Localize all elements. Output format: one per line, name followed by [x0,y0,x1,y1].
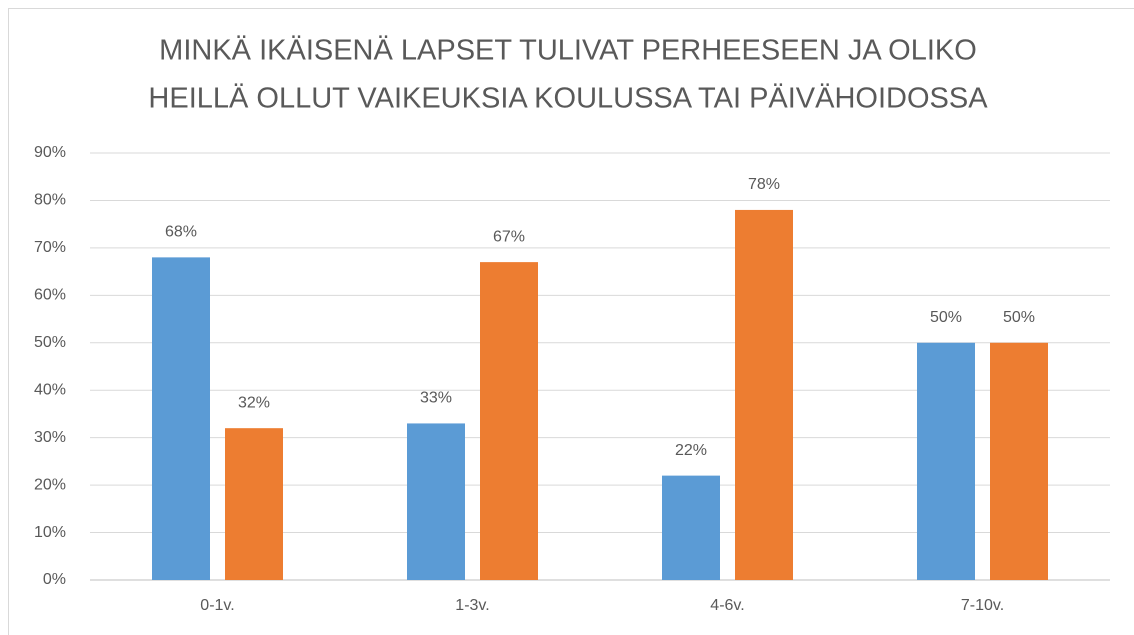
chart-title: MINKÄ IKÄISENÄ LAPSET TULIVAT PERHEESEEN… [159,35,977,67]
x-tick-label: 4-6v. [710,597,744,614]
bar [917,342,975,580]
x-tick-label: 0-1v. [200,597,234,614]
data-label: 67% [493,228,525,245]
y-tick-label: 70% [34,239,66,256]
chart-title: HEILLÄ OLLUT VAIKEUKSIA KOULUSSA TAI PÄI… [148,83,988,115]
y-tick-label: 30% [34,429,66,446]
data-label: 78% [748,176,780,193]
data-label: 33% [420,390,452,407]
data-label: 68% [165,224,197,241]
y-tick-label: 80% [34,192,66,209]
bar [407,423,465,580]
y-tick-label: 20% [34,476,66,493]
bar [990,342,1048,580]
y-tick-label: 0% [43,571,66,588]
data-label: 50% [1003,309,1035,326]
y-tick-label: 60% [34,287,66,304]
x-tick-label: 1-3v. [455,597,489,614]
data-label: 22% [675,442,707,459]
bar [152,257,210,580]
y-tick-label: 90% [34,144,66,161]
y-tick-label: 10% [34,524,66,541]
x-tick-label: 7-10v. [961,597,1004,614]
y-tick-label: 40% [34,381,66,398]
bar [735,209,793,580]
bar [480,262,538,580]
bar [225,428,283,580]
y-tick-label: 50% [34,334,66,351]
data-label: 50% [930,309,962,326]
data-label: 32% [238,394,270,411]
bar [662,475,720,580]
